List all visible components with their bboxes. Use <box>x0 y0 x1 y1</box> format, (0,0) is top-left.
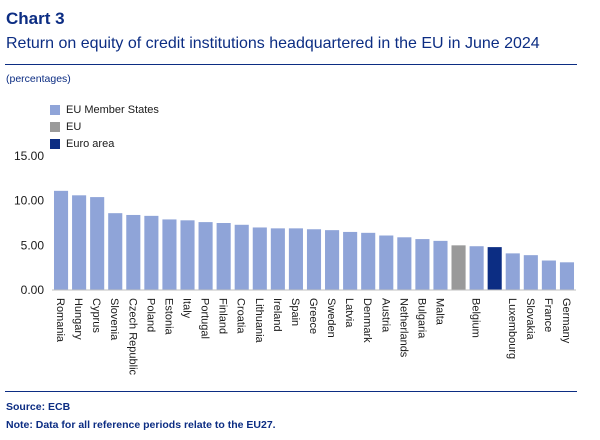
x-tick-label: Belgium <box>470 298 482 338</box>
x-tick-label: Latvia <box>343 298 355 328</box>
bar <box>361 232 376 290</box>
x-tick-label: Romania <box>54 298 66 343</box>
bar <box>523 255 538 290</box>
legend-swatch-member-states <box>50 104 60 115</box>
bar <box>108 213 123 290</box>
x-tick-label: Luxembourg <box>506 298 518 359</box>
bar <box>72 195 87 290</box>
bar <box>53 190 69 290</box>
chart-title: Return on equity of credit institutions … <box>6 35 540 52</box>
bar <box>397 237 412 290</box>
bar-chart: 0.00 5.00 10.00 15.00 Romania Hungary Cyprus Sl… <box>14 149 576 376</box>
x-tick-label: Lithuania <box>253 298 265 344</box>
x-tick-label: Hungary <box>72 298 84 340</box>
x-tick-label: Sweden <box>325 298 337 338</box>
y-tick-label: 0.00 <box>21 283 45 297</box>
x-tick-label: Austria <box>379 298 391 333</box>
legend-swatch-eu <box>50 121 60 132</box>
bar <box>198 222 213 290</box>
source-note: Source: ECB <box>6 401 71 413</box>
legend-label-member-states: EU Member States <box>66 103 159 116</box>
x-tick-label: Cyprus <box>90 298 102 333</box>
bar <box>126 214 141 290</box>
x-tick-label: Greece <box>307 298 319 334</box>
bar <box>343 231 358 290</box>
x-tick-label: Germany <box>560 298 572 344</box>
bar <box>162 219 177 290</box>
bar <box>505 253 520 290</box>
bar <box>216 223 231 290</box>
bar <box>379 235 394 290</box>
x-tick-label: Bulgaria <box>415 298 427 339</box>
bar <box>180 220 195 290</box>
y-tick-label: 10.00 <box>14 194 44 208</box>
legend-label-euro-area: Euro area <box>66 137 115 150</box>
bar <box>306 229 322 290</box>
bar <box>433 240 448 290</box>
legend-item-euro-area: Euro area <box>50 135 159 152</box>
x-tick-label: Portugal <box>199 298 211 339</box>
x-tick-label: France <box>542 298 554 332</box>
bar <box>451 245 466 290</box>
legend-item-member-states: EU Member States <box>50 101 159 118</box>
bar <box>90 197 105 290</box>
chart-number: Chart 3 <box>6 9 65 28</box>
x-tick-label: Croatia <box>235 298 247 334</box>
x-tick-label: Netherlands <box>397 298 409 358</box>
x-tick-label: Malta <box>433 298 445 326</box>
y-tick-label: 15.00 <box>14 149 44 163</box>
x-tick-label: Finland <box>217 298 229 334</box>
bar <box>469 246 484 290</box>
x-tick-label: Italy <box>181 298 193 319</box>
bar <box>288 228 303 290</box>
legend-label-eu: EU <box>66 120 82 133</box>
bar <box>325 230 340 290</box>
x-tick-label: Poland <box>144 298 156 332</box>
x-tick-label: Spain <box>289 298 301 326</box>
legend-swatch-euro-area <box>50 138 60 149</box>
x-tick-label: Slovenia <box>108 298 120 341</box>
bottom-divider <box>5 391 577 392</box>
footnote: Note: Data for all reference periods rel… <box>6 419 276 431</box>
bar <box>487 247 502 290</box>
bar <box>541 260 556 290</box>
bar <box>252 227 267 290</box>
x-tick-label: Estonia <box>162 298 174 336</box>
bar <box>559 262 575 290</box>
bar <box>270 228 285 290</box>
bar <box>144 215 159 290</box>
bar <box>415 239 430 290</box>
unit-label: (percentages) <box>6 73 71 85</box>
x-tick-label: Slovakia <box>524 298 536 340</box>
bar <box>234 224 249 290</box>
x-tick-label: Denmark <box>361 298 373 343</box>
y-tick-label: 5.00 <box>21 238 45 252</box>
x-tick-label: Ireland <box>271 298 283 332</box>
legend: EU Member States EU Euro area <box>50 101 159 152</box>
x-tick-label: Czech Republic <box>126 298 138 376</box>
top-divider <box>5 64 577 65</box>
legend-item-eu: EU <box>50 118 159 135</box>
